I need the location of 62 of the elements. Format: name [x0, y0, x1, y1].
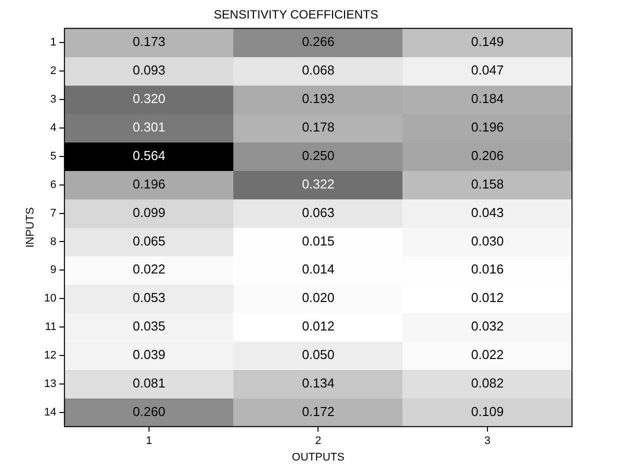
data-label: 0.184 [471, 91, 504, 106]
data-label: 0.012 [302, 318, 334, 334]
x-tick-label: 1 [146, 435, 152, 448]
data-label: 0.050 [302, 347, 334, 362]
data-label: 0.022 [132, 262, 166, 277]
data-label: 0.260 [132, 404, 166, 419]
data-label: 0.068 [302, 62, 334, 78]
y-tick-label: 14 [44, 406, 56, 418]
data-label: 0.193 [302, 91, 334, 106]
data-label: 0.301 [132, 120, 166, 135]
data-label: 0.564 [132, 148, 166, 163]
y-tick-label: 13 [44, 378, 56, 390]
y-tick-label: 2 [50, 65, 56, 78]
data-label: 0.035 [132, 318, 166, 334]
y-tick-label: 11 [45, 321, 56, 334]
data-label: 0.014 [302, 262, 334, 277]
data-label: 0.109 [471, 404, 504, 419]
data-label: 0.022 [471, 347, 504, 362]
data-label: 0.063 [302, 204, 334, 220]
data-label: 0.149 [471, 34, 504, 50]
data-label: 0.134 [302, 376, 334, 391]
data-label: 0.053 [132, 290, 166, 306]
y-tick-label: 6 [50, 178, 56, 191]
y-tick-label: 9 [50, 264, 56, 276]
y-axis-title: INPUTS [24, 207, 37, 248]
x-tick-label: 2 [315, 435, 322, 448]
data-label: 0.196 [132, 176, 166, 192]
data-label: 0.173 [132, 34, 166, 50]
data-label: 0.178 [302, 120, 334, 135]
data-label: 0.081 [132, 376, 166, 391]
x-axis-title: OUTPUTS [292, 451, 344, 464]
data-label: 0.196 [471, 120, 504, 135]
data-label: 0.320 [132, 91, 166, 106]
data-label: 0.047 [471, 62, 504, 78]
y-tick-label: 4 [50, 122, 56, 134]
data-label: 0.250 [302, 148, 334, 163]
chart-title: SENSITIVITY COEFFICIENTS [214, 8, 378, 22]
data-label: 0.030 [471, 233, 504, 248]
y-tick-label: 8 [50, 236, 56, 248]
data-label: 0.172 [302, 404, 334, 419]
y-tick-label: 7 [50, 207, 56, 220]
data-label: 0.093 [132, 62, 166, 78]
data-label: 0.158 [471, 176, 504, 192]
data-label: 0.032 [471, 318, 504, 334]
data-label: 0.065 [132, 233, 166, 248]
data-label: 0.020 [302, 290, 334, 306]
y-tick-label: 10 [44, 292, 56, 305]
data-label: 0.015 [302, 233, 334, 248]
data-label: 0.082 [471, 376, 504, 391]
y-tick-label: 1 [50, 36, 56, 49]
data-label: 0.012 [471, 290, 504, 306]
x-tick-label: 3 [484, 435, 490, 448]
y-tick-label: 12 [44, 350, 56, 362]
data-label: 0.266 [302, 34, 334, 50]
data-label: 0.039 [132, 347, 166, 362]
y-tick-label: 3 [50, 94, 56, 106]
data-label: 0.099 [132, 204, 166, 220]
data-label: 0.206 [471, 148, 504, 163]
data-label: 0.043 [471, 204, 504, 220]
data-label: 0.322 [302, 176, 334, 192]
data-label: 0.016 [471, 262, 504, 277]
y-tick-label: 5 [50, 150, 56, 162]
